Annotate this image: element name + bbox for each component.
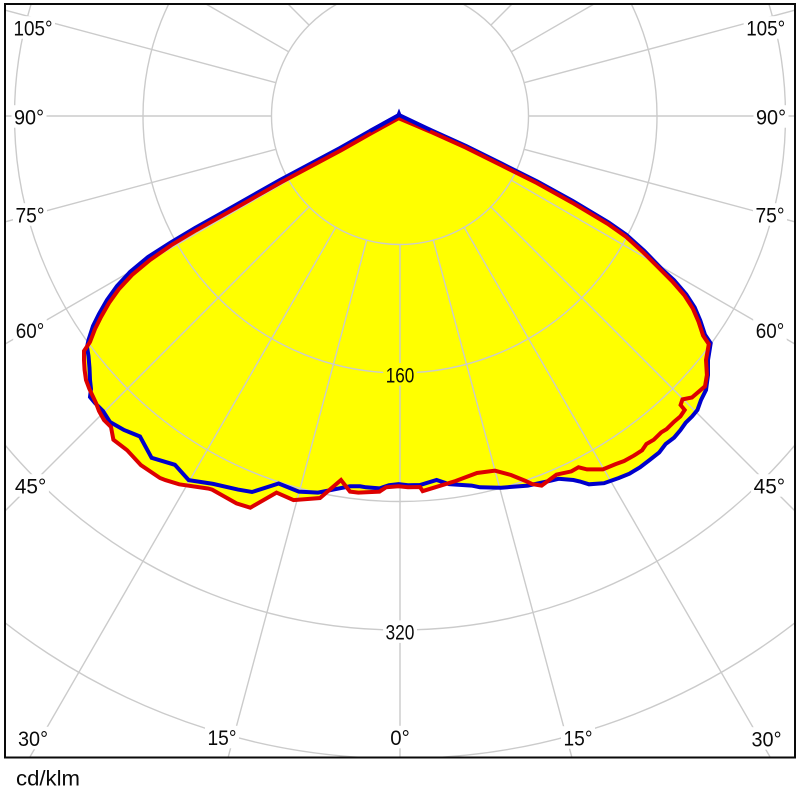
svg-text:60°: 60°	[756, 319, 785, 343]
svg-text:60°: 60°	[16, 319, 45, 343]
svg-text:cd/klm: cd/klm	[16, 767, 80, 791]
svg-text:0°: 0°	[390, 726, 410, 750]
svg-text:105°: 105°	[14, 17, 53, 41]
svg-text:45°: 45°	[754, 475, 786, 499]
svg-text:75°: 75°	[756, 204, 785, 228]
svg-text:320: 320	[386, 621, 415, 645]
svg-text:30°: 30°	[752, 728, 782, 752]
svg-text:15°: 15°	[208, 726, 237, 750]
svg-text:75°: 75°	[16, 204, 45, 228]
svg-text:90°: 90°	[14, 106, 44, 130]
svg-text:160: 160	[386, 364, 415, 388]
svg-text:15°: 15°	[564, 727, 593, 751]
svg-text:30°: 30°	[18, 727, 48, 751]
svg-text:90°: 90°	[756, 106, 786, 130]
svg-text:105°: 105°	[746, 17, 785, 41]
svg-text:45°: 45°	[15, 475, 47, 499]
